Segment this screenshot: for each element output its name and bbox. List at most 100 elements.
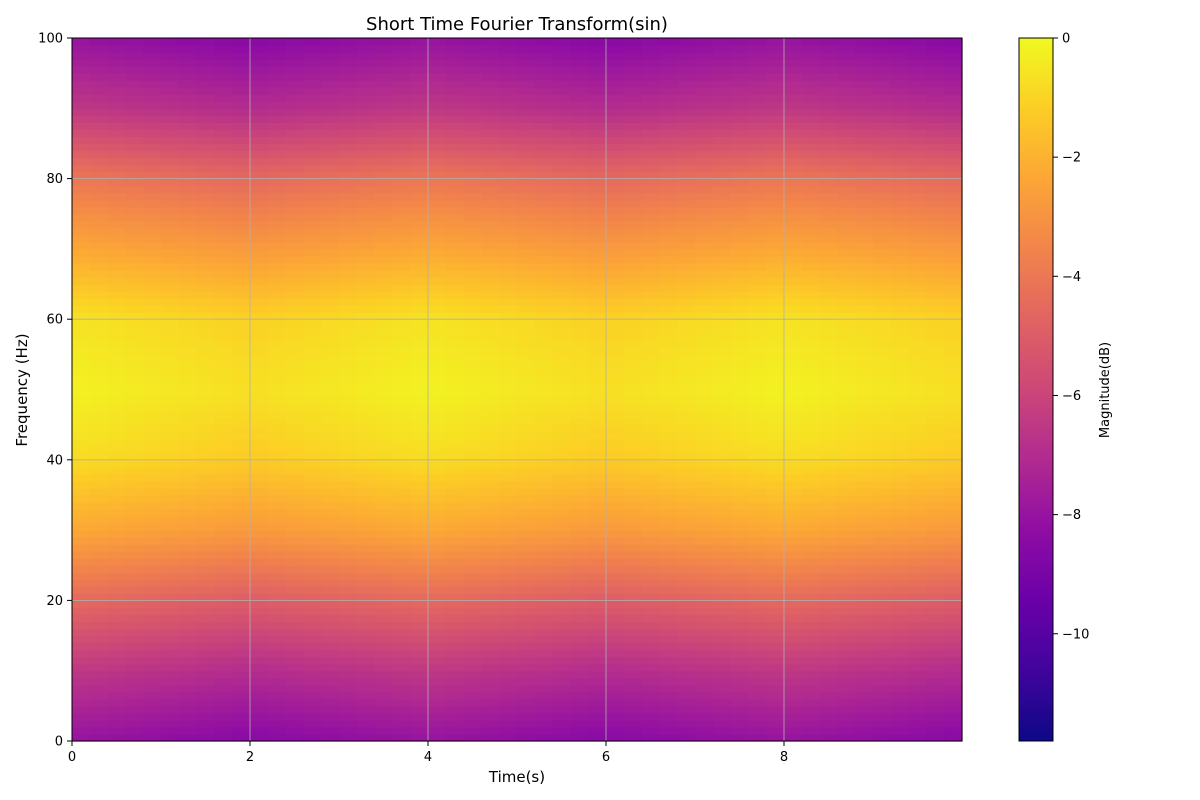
heatmap-cell <box>926 501 945 510</box>
heatmap-cell <box>588 150 607 159</box>
heatmap-cell <box>766 178 785 187</box>
heatmap-cell <box>196 129 215 138</box>
heatmap-cell <box>534 705 554 714</box>
heatmap-cell <box>232 726 251 735</box>
heatmap-cell <box>374 726 393 735</box>
heatmap-cell <box>926 621 945 630</box>
heatmap-cell <box>196 157 215 166</box>
heatmap-cell <box>748 115 767 123</box>
heatmap-cell <box>517 199 536 208</box>
heatmap-cell <box>534 227 554 236</box>
heatmap-cell <box>178 164 198 173</box>
heatmap-cell <box>143 375 162 384</box>
heatmap-cell <box>303 705 322 714</box>
heatmap-cell <box>517 396 536 405</box>
heatmap-cell <box>784 129 803 138</box>
heatmap-cell <box>374 452 393 461</box>
heatmap-cell <box>321 607 340 616</box>
heatmap-cell <box>819 94 838 102</box>
heatmap-cell <box>784 691 803 700</box>
heatmap-cell <box>748 452 767 461</box>
heatmap-cell <box>232 459 251 468</box>
heatmap-cell <box>125 726 144 735</box>
heatmap-cell <box>428 452 447 461</box>
heatmap-cell <box>143 523 162 531</box>
heatmap-cell <box>196 220 215 229</box>
heatmap-cell <box>837 333 856 341</box>
heatmap-cell <box>659 220 678 229</box>
heatmap-cell <box>784 73 803 81</box>
heatmap-cell <box>374 494 393 503</box>
heatmap-cell <box>339 277 358 285</box>
heatmap-cell <box>534 38 554 46</box>
heatmap-cell <box>855 712 874 721</box>
heatmap-cell <box>819 417 838 426</box>
heatmap-cell <box>481 262 500 271</box>
heatmap-cell <box>321 579 340 587</box>
heatmap-cell <box>143 565 162 573</box>
heatmap-cell <box>445 389 465 398</box>
heatmap-cell <box>623 684 643 693</box>
heatmap-cell <box>321 241 340 250</box>
heatmap-cell <box>428 340 447 348</box>
heatmap-cell <box>107 417 126 426</box>
heatmap-cell <box>695 94 714 102</box>
heatmap-cell <box>463 452 482 461</box>
heatmap-cell <box>873 122 892 130</box>
heatmap-cell <box>481 480 500 489</box>
heatmap-cell <box>250 312 269 320</box>
heatmap-cell <box>410 45 429 53</box>
heatmap-cell <box>356 565 376 573</box>
heatmap-cell <box>267 206 287 215</box>
heatmap-cell <box>748 466 767 475</box>
heatmap-cell <box>552 368 571 377</box>
heatmap-cell <box>125 298 144 306</box>
heatmap-cell <box>463 649 482 658</box>
heatmap-cell <box>748 199 767 208</box>
heatmap-cell <box>552 185 571 194</box>
heatmap-cell <box>748 586 767 594</box>
heatmap-cell <box>356 382 376 391</box>
heatmap-cell <box>143 255 162 264</box>
heatmap-cell <box>339 558 358 566</box>
heatmap-cell <box>161 600 180 609</box>
heatmap-cell <box>890 94 910 102</box>
heatmap-cell <box>695 445 714 454</box>
heatmap-cell <box>410 136 429 145</box>
heatmap-cell <box>214 101 233 109</box>
heatmap-cell <box>232 284 251 292</box>
heatmap-cell <box>908 621 927 630</box>
heatmap-cell <box>499 122 518 130</box>
heatmap-cell <box>499 523 518 531</box>
heatmap-cell <box>125 537 144 545</box>
heatmap-cell <box>463 424 482 433</box>
heatmap-cell <box>107 227 126 236</box>
heatmap-cell <box>712 565 732 573</box>
heatmap-cell <box>606 698 625 707</box>
heatmap-cell <box>143 537 162 545</box>
heatmap-cell <box>303 389 322 398</box>
heatmap-cell <box>143 234 162 243</box>
heatmap-cell <box>855 487 874 496</box>
heatmap-cell <box>214 115 233 123</box>
heatmap-cell <box>232 389 251 398</box>
heatmap-cell <box>890 684 910 693</box>
heatmap-cell <box>321 333 340 341</box>
heatmap-cell <box>659 354 678 362</box>
heatmap-cell <box>178 473 198 482</box>
heatmap-cell <box>339 516 358 524</box>
heatmap-cell <box>285 312 304 320</box>
heatmap-cell <box>801 473 821 482</box>
heatmap-cell <box>641 220 660 229</box>
heatmap-cell <box>801 269 821 278</box>
heatmap-cell <box>143 705 162 714</box>
heatmap-cell <box>499 516 518 524</box>
heatmap-cell <box>410 171 429 180</box>
heatmap-cell <box>481 248 500 257</box>
heatmap-cell <box>855 684 874 693</box>
heatmap-cell <box>784 396 803 405</box>
heatmap-cell <box>695 143 714 152</box>
heatmap-cell <box>303 220 322 229</box>
heatmap-cell <box>267 361 287 370</box>
heatmap-cell <box>410 298 429 306</box>
